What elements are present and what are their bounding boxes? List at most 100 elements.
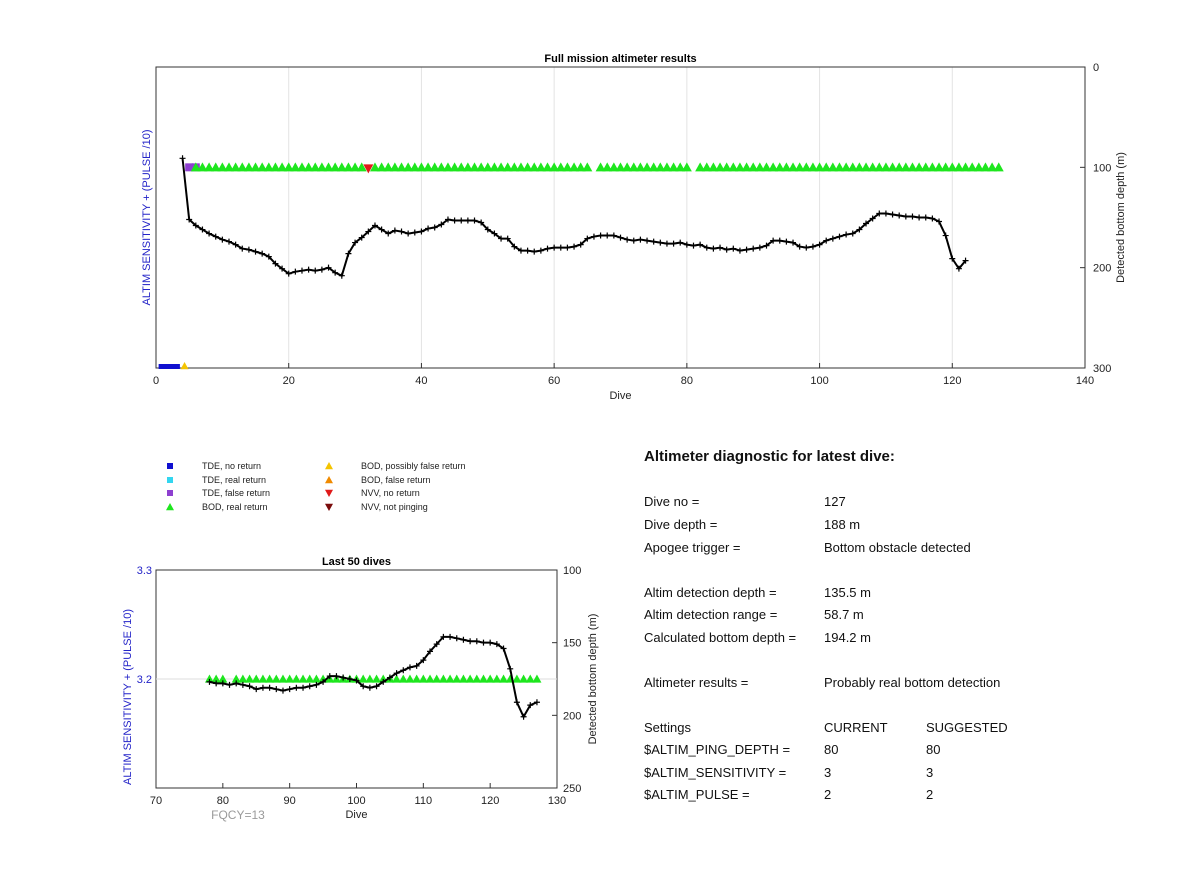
last50-chart: 70 80 90 100 110 120 130 3.2 3.3 100 150 200 250 Last…: [122, 556, 599, 822]
last50-bottom-depth-point: [360, 683, 367, 690]
diag-value-detection-depth: 135.5 m: [824, 585, 871, 600]
last50-marker-bod-real-return: [271, 674, 281, 683]
last50-bottom-depth-point: [273, 686, 280, 693]
last50-bottom-depth-point: [520, 713, 527, 720]
main-marker-bod-real-return: [721, 162, 732, 172]
last50-y-right-tick-label: 200: [563, 710, 581, 722]
main-bottom-depth-point: [358, 234, 365, 241]
last50-bottom-depth-point: [460, 636, 467, 643]
last50-marker-bod-real-return: [311, 674, 321, 683]
last50-x-tick-label: 80: [217, 795, 229, 807]
main-x-tick-label: 0: [153, 375, 159, 387]
main-bottom-depth-point: [796, 243, 803, 250]
last50-marker-bod-real-return: [398, 674, 408, 683]
main-bottom-depth-point: [902, 213, 909, 220]
main-bottom-depth-point: [577, 241, 584, 248]
main-marker-bod-real-return: [316, 162, 327, 172]
main-marker-bod-real-return: [303, 162, 314, 172]
last50-bottom-depth-point: [527, 702, 534, 709]
main-marker-bod-real-return: [429, 162, 440, 172]
main-marker-bod-real-return: [993, 162, 1004, 172]
main-marker-tde-no-return: [158, 364, 167, 369]
settings-header-current: CURRENT: [824, 720, 888, 735]
main-marker-bod-real-return: [615, 162, 626, 172]
main-marker-bod-real-return: [529, 162, 540, 172]
main-bottom-depth-line: [181, 158, 967, 278]
main-marker-bod-real-return: [934, 162, 945, 172]
main-bottom-depth-point: [703, 244, 710, 251]
main-bottom-depth-point: [524, 247, 531, 254]
main-bottom-depth-point: [909, 213, 916, 220]
main-marker-bod-real-return: [389, 162, 400, 172]
main-x-tick-label: 100: [810, 375, 828, 387]
main-bottom-depth-point: [763, 242, 770, 249]
main-marker-bod-real-return: [456, 162, 467, 172]
main-bottom-depth-point: [683, 241, 690, 248]
main-marker-bod-real-return: [734, 162, 745, 172]
main-bottom-depth-point: [338, 272, 345, 279]
main-marker-bod-real-return: [708, 162, 719, 172]
main-bottom-depth-point: [451, 217, 458, 224]
last50-marker-bod-real-return: [465, 674, 475, 683]
last50-bottom-depth-point: [393, 670, 400, 677]
main-marker-bod-real-return: [867, 162, 878, 172]
main-bottom-depth-point: [829, 235, 836, 242]
main-marker-bod-real-return: [635, 162, 646, 172]
main-bottom-depth-point: [491, 230, 498, 237]
last50-marker-bod-real-return: [265, 674, 275, 683]
diag-label-detection-range: Altim detection range =: [644, 607, 778, 622]
main-marker-bod-real-return: [821, 162, 832, 172]
main-marker-bod-real-return: [257, 162, 268, 172]
last50-bottom-depth-point: [400, 667, 407, 674]
last50-marker-bod-real-return: [485, 674, 495, 683]
diag-label-apogee-trigger: Apogee trigger =: [644, 540, 741, 555]
main-marker-bod-real-return: [967, 162, 978, 172]
main-marker-bod-real-return: [263, 162, 274, 172]
main-marker-bod-real-return: [310, 162, 321, 172]
main-marker-bod-real-return: [794, 162, 805, 172]
last50-y-right-tick-label: 250: [563, 783, 581, 795]
main-bottom-depth-point: [929, 215, 936, 222]
last50-marker-bod-real-return: [492, 674, 502, 683]
last50-y-left-axis-label: ALTIM SENSITIVITY + (PULSE /10): [122, 609, 134, 785]
main-bottom-depth-point: [604, 232, 611, 239]
main-marker-bod-real-return: [814, 162, 825, 172]
legend-marker-square: [167, 490, 173, 496]
main-bottom-depth-point: [279, 265, 286, 272]
main-marker-bod-real-return: [502, 162, 513, 172]
last50-marker-bod-real-return: [532, 674, 542, 683]
last50-x-tick-label: 70: [150, 795, 162, 807]
last50-marker-bod-real-return: [425, 674, 435, 683]
last50-bottom-depth-point: [326, 673, 333, 680]
main-marker-bod-real-return: [270, 162, 281, 172]
main-bottom-depth-point: [312, 267, 319, 274]
last50-bottom-depth-point: [333, 673, 340, 680]
main-marker-bod-real-return: [496, 162, 507, 172]
main-bottom-depth-point: [285, 270, 292, 277]
main-marker-bod-real-return: [628, 162, 639, 172]
main-marker-bod-real-return: [887, 162, 898, 172]
main-bottom-depth-point: [391, 227, 398, 234]
settings-header-label: Settings: [644, 720, 691, 735]
main-marker-bod-real-return: [648, 162, 659, 172]
last50-marker-bod-real-return: [365, 674, 375, 683]
main-marker-bod-real-return: [369, 162, 380, 172]
last50-bottom-depth-point: [213, 680, 220, 687]
last50-bottom-depth-point: [473, 638, 480, 645]
main-marker-bod-real-return: [847, 162, 858, 172]
main-x-tick-label: 20: [283, 375, 295, 387]
main-marker-bod-real-return: [920, 162, 931, 172]
main-bottom-depth-point: [882, 210, 889, 217]
main-bottom-depth-point: [292, 268, 299, 275]
main-marker-bod-real-return: [841, 162, 852, 172]
main-bottom-depth-point: [192, 222, 199, 229]
main-chart: 0 20 40 60 80 100 120 140 0 100 200 300 Full mission…: [141, 53, 1127, 402]
main-marker-bod-real-return: [204, 162, 215, 172]
main-marker-bod-real-return: [801, 162, 812, 172]
legend-marker-triangle-up: [325, 462, 333, 470]
last50-marker-bod-real-return: [278, 674, 288, 683]
main-marker-bod-real-return: [423, 162, 434, 172]
last50-marker-bod-real-return: [258, 674, 268, 683]
last50-marker-bod-real-return: [432, 674, 442, 683]
last50-marker-bod-real-return: [231, 674, 241, 683]
